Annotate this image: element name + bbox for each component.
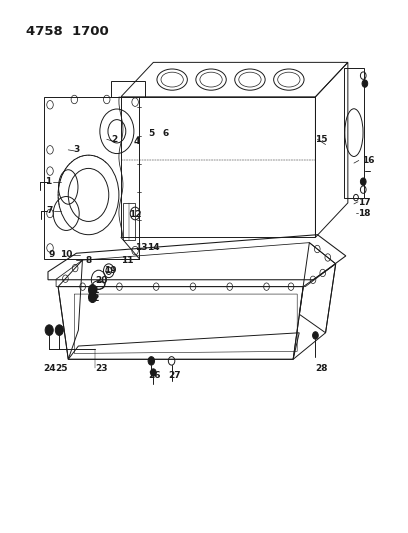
- Circle shape: [362, 80, 368, 87]
- Text: 22: 22: [88, 294, 100, 303]
- Text: 23: 23: [95, 364, 108, 373]
- Text: 1: 1: [45, 177, 51, 186]
- Text: 20: 20: [96, 276, 108, 285]
- Text: 14: 14: [147, 244, 160, 253]
- Text: 13: 13: [135, 244, 147, 253]
- Text: 28: 28: [315, 364, 328, 373]
- Circle shape: [45, 325, 53, 335]
- Text: 5: 5: [148, 130, 155, 139]
- Text: 8: 8: [85, 256, 92, 265]
- Text: 9: 9: [49, 251, 55, 260]
- Text: 21: 21: [88, 286, 100, 295]
- Circle shape: [148, 357, 155, 365]
- Text: 7: 7: [47, 206, 53, 215]
- Text: 4: 4: [134, 138, 140, 147]
- Text: 2: 2: [112, 135, 118, 144]
- Text: 6: 6: [162, 130, 169, 139]
- Text: 4758  1700: 4758 1700: [26, 25, 109, 38]
- Text: 10: 10: [60, 251, 72, 260]
- Text: 3: 3: [73, 146, 80, 155]
- Text: 16: 16: [362, 156, 375, 165]
- Circle shape: [55, 325, 63, 335]
- Text: 18: 18: [358, 209, 370, 218]
- Text: 25: 25: [55, 364, 68, 373]
- Text: 19: 19: [104, 266, 116, 275]
- Text: 12: 12: [129, 210, 141, 219]
- Circle shape: [360, 178, 366, 185]
- Text: 15: 15: [315, 135, 328, 144]
- Circle shape: [89, 285, 97, 295]
- Text: 17: 17: [358, 198, 370, 207]
- Circle shape: [151, 369, 156, 376]
- Circle shape: [89, 292, 97, 303]
- Text: 27: 27: [169, 371, 181, 380]
- Text: 11: 11: [121, 256, 133, 265]
- Text: 26: 26: [149, 371, 161, 380]
- Text: 24: 24: [43, 364, 55, 373]
- Circle shape: [313, 332, 318, 339]
